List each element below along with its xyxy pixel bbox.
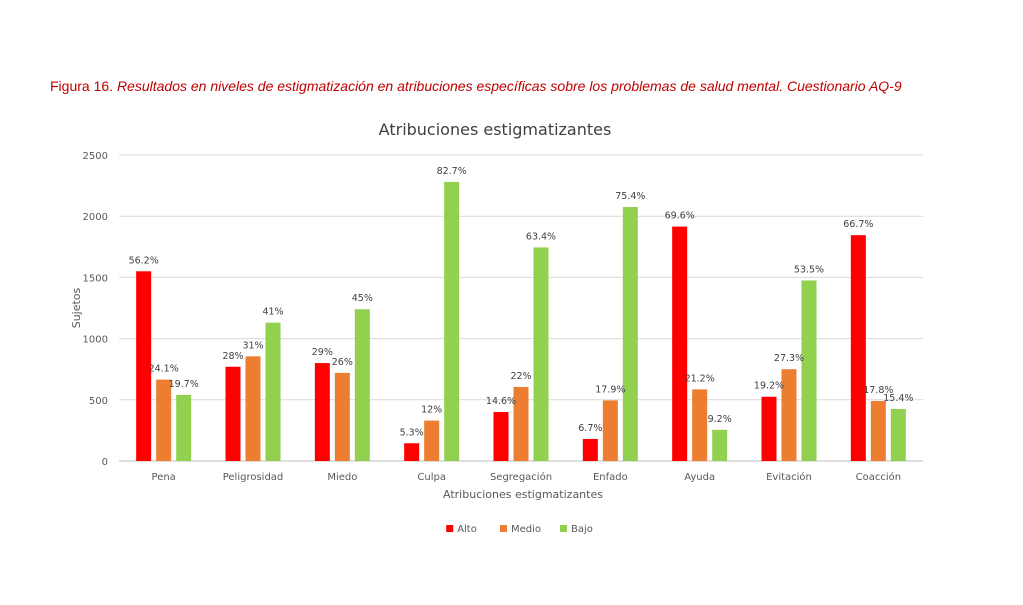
x-tick-label: Culpa [417, 472, 446, 483]
bar-medio [513, 386, 529, 461]
legend-label: Medio [511, 524, 541, 535]
x-tick-label: Enfado [593, 472, 628, 483]
data-label: 28% [222, 351, 243, 362]
data-label: 19.2% [754, 381, 784, 392]
y-tick-label: 500 [89, 396, 108, 407]
data-label: 17.8% [863, 385, 893, 396]
y-tick-label: 1500 [83, 273, 108, 284]
data-label: 12% [421, 405, 442, 416]
data-label: 56.2% [129, 255, 159, 266]
x-axis-title: Atribuciones estigmatizantes [443, 488, 603, 501]
bar-bajo [265, 322, 281, 461]
y-tick-label: 1000 [83, 335, 108, 346]
bar-alto [404, 443, 420, 461]
bar-medio [870, 401, 886, 461]
data-label: 45% [352, 293, 373, 304]
bar-alto [225, 366, 241, 461]
data-label: 5.3% [400, 427, 424, 438]
x-tick-label: Segregación [490, 471, 552, 483]
bars [136, 181, 906, 462]
figure-label: Figura 16. [50, 78, 114, 94]
data-label: 66.7% [843, 219, 873, 230]
data-label: 17.9% [595, 384, 625, 395]
chart-title: Atribuciones estigmatizantes [379, 120, 612, 139]
legend-label: Bajo [571, 524, 593, 535]
data-label: 41% [262, 307, 283, 318]
y-axis-title: Sujetos [70, 287, 83, 328]
data-label: 69.6% [665, 211, 695, 222]
bar-medio [245, 356, 261, 461]
data-label: 29% [312, 347, 333, 358]
bar-alto [136, 271, 152, 461]
data-label: 14.6% [486, 396, 516, 407]
bar-alto [761, 396, 777, 461]
bar-alto [672, 226, 688, 461]
x-tick-label: Coacción [856, 471, 901, 483]
bar-alto [582, 438, 598, 461]
bar-medio [424, 420, 440, 461]
data-label: 53.5% [794, 264, 824, 275]
data-label: 19.7% [169, 379, 199, 390]
y-tick-label: 0 [102, 457, 108, 468]
bar-bajo [712, 429, 728, 461]
data-label: 82.7% [437, 166, 467, 177]
legend-swatch [560, 525, 567, 532]
legend: Alto Medio Bajo [446, 524, 593, 535]
bar-bajo [801, 280, 817, 461]
figure-description: Resultados en niveles de estigmatización… [116, 78, 902, 94]
data-label: 24.1% [149, 364, 179, 375]
figure-caption: Figura 16. Resultados en niveles de esti… [50, 78, 902, 94]
bar-medio [692, 389, 708, 461]
bar-medio [334, 372, 350, 461]
bar-bajo [444, 181, 460, 462]
x-axis-ticks: Pena Peligrosidad Miedo Culpa Segregación Enf… [152, 471, 902, 483]
bar-alto [493, 412, 509, 461]
x-tick-label: Peligrosidad [223, 472, 284, 483]
bar-medio [781, 369, 797, 461]
data-label: 22% [510, 371, 531, 382]
data-label: 31% [242, 340, 263, 351]
legend-label: Alto [457, 524, 477, 535]
bar-medio [602, 400, 618, 461]
data-label: 6.7% [578, 423, 602, 434]
x-tick-label: Evitación [766, 471, 812, 483]
data-label: 26% [332, 357, 353, 368]
data-label: 9.2% [708, 414, 732, 425]
y-tick-label: 2500 [83, 151, 108, 162]
data-label: 75.4% [615, 191, 645, 202]
bar-bajo [622, 207, 638, 461]
x-tick-label: Ayuda [684, 472, 715, 483]
bar-medio [156, 379, 172, 461]
bar-alto [850, 235, 866, 461]
data-labels: 56.2% 24.1% 19.7% 28%31% 41% 29%26% 45% 5.3% 12%… [129, 166, 914, 438]
y-axis-ticks: 0 500 1000 1500 2000 2500 [83, 151, 108, 468]
x-tick-label: Miedo [327, 472, 357, 483]
data-label: 63.4% [526, 231, 556, 242]
legend-swatch [500, 525, 507, 532]
y-tick-label: 2000 [83, 212, 108, 223]
data-label: 21.2% [685, 373, 715, 384]
bar-bajo [533, 247, 549, 461]
legend-swatch [446, 525, 454, 532]
bar-bajo [176, 394, 192, 461]
x-tick-label: Pena [152, 472, 176, 483]
bar-alto [314, 363, 330, 461]
bar-bajo [890, 408, 906, 461]
data-label: 27.3% [774, 353, 804, 364]
bar-bajo [354, 309, 370, 461]
data-label: 15.4% [883, 393, 913, 404]
